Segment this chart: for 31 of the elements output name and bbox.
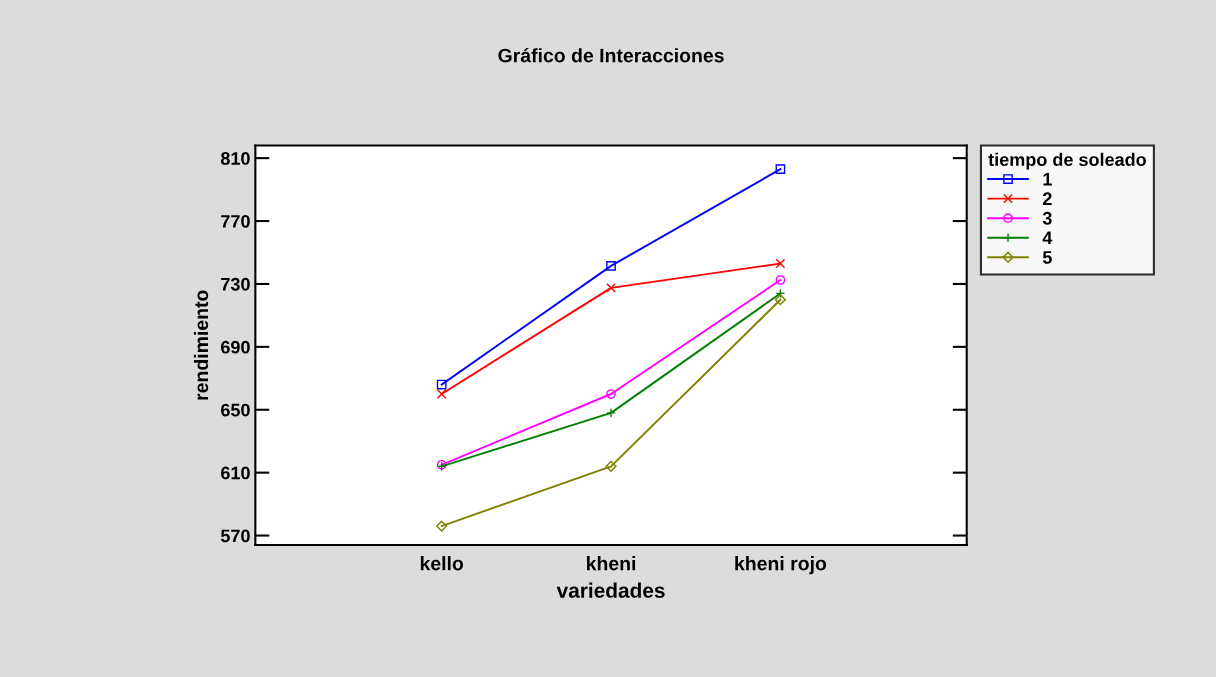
point [436,379,447,390]
point [605,460,617,472]
chart-title: Gráfico de Interacciones [498,47,724,63]
y-tick-label: 690 [221,340,250,354]
y-tick-label: 730 [221,277,250,291]
point [775,258,786,269]
point [606,283,616,293]
x-tick-label: kheni rojo [735,556,827,575]
legend-label: 1 [1043,172,1052,186]
point [606,260,616,271]
legend-label: 5 [1042,251,1052,264]
y-tick-label: 650 [221,403,250,417]
point [436,389,447,399]
x-axis-title: variedades [556,582,665,598]
y-axis-title: rendimiento [193,290,209,400]
point [436,520,448,532]
legend-title: tiempo de soleado [988,152,1146,170]
y-tick-label: 610 [221,466,250,480]
point [606,408,616,418]
point [606,389,616,399]
point [775,275,786,285]
point [774,294,787,306]
point [775,164,786,175]
x-tick-label: kello [420,556,464,571]
legend-label: 4 [1042,231,1053,245]
y-tick-label: 810 [220,152,250,165]
y-tick-label: 570 [220,529,250,543]
y-tick-label: 770 [221,214,250,228]
x-tick-label: kheni [587,556,636,571]
legend-label: 3 [1042,211,1052,225]
legend-label: 2 [1042,192,1052,205]
